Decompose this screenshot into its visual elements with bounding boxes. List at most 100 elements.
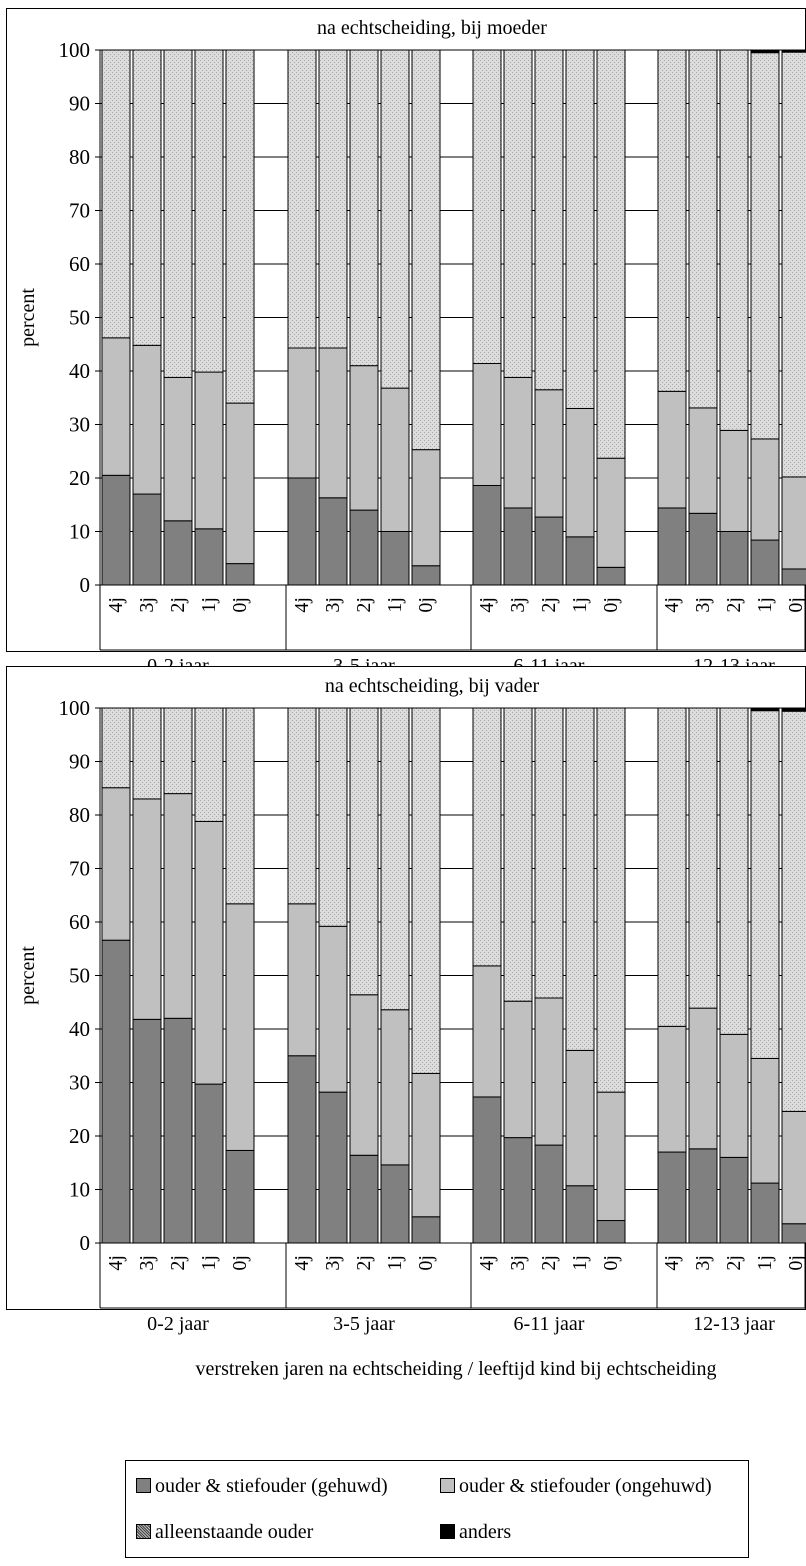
x-tick-label: 3j [136,1255,158,1271]
y-tick-label: 100 [59,38,91,62]
bar-gehuwd [132,493,162,586]
x-tick-label: 4j [105,597,127,613]
bar-alleenstaande [225,49,255,404]
bar-alleenstaande [472,707,502,967]
y-tick-label: 50 [69,964,90,988]
chart-title: na echtscheiding, bij moeder [317,17,547,39]
bar-gehuwd [349,509,379,586]
y-tick-label: 80 [69,145,90,169]
x-tick-label: 1j [569,1255,591,1271]
bar-ongehuwd [781,1110,806,1225]
bar-gehuwd [225,1149,255,1244]
bar-ongehuwd [719,429,749,533]
bar-alleenstaande [750,710,780,1059]
bar-gehuwd [534,1144,564,1244]
bar-gehuwd [411,565,441,586]
x-tick-label: 4j [291,597,313,613]
bar-gehuwd [101,474,131,586]
bar-ongehuwd [657,390,687,509]
legend-label-alleenstaande: alleenstaande ouder [155,1521,314,1543]
legend-item-ongehuwd: ouder & stiefouder (ongehuwd) [440,1475,712,1498]
legend-item-gehuwd: ouder & stiefouder (gehuwd) [136,1475,388,1498]
bar-gehuwd [781,568,806,586]
bar-alleenstaande [287,707,317,905]
bar-gehuwd [750,1182,780,1244]
bar-alleenstaande [380,707,410,1011]
bar-ongehuwd [750,438,780,541]
bar-alleenstaande [781,51,806,478]
bar-gehuwd [565,536,595,586]
bar-ongehuwd [163,376,193,522]
legend-item-alleenstaande: alleenstaande ouder [136,1521,313,1544]
legend-swatch-ongehuwd [440,1478,455,1493]
bar-alleenstaande [688,49,718,409]
x-tick-label: 2j [353,597,375,613]
y-tick-label: 0 [80,1231,91,1255]
bar-alleenstaande [534,707,564,999]
bar-alleenstaande [132,49,162,346]
x-tick-label: 0j [785,597,806,613]
bar-ongehuwd [194,820,224,1085]
bar-ongehuwd [132,344,162,495]
x-tick-label: 3j [136,597,158,613]
x-tick-label: 1j [198,1255,220,1271]
bar-alleenstaande [194,49,224,373]
bar-ongehuwd [688,407,718,514]
x-tick-label: 1j [754,1255,776,1271]
bar-gehuwd [225,563,255,586]
bar-anders [750,49,780,54]
bar-alleenstaande [657,707,687,1027]
bar-ongehuwd [287,903,317,1057]
bar-ongehuwd [565,407,595,538]
bar-alleenstaande [503,707,533,1002]
legend-label-gehuwd: ouder & stiefouder (gehuwd) [155,1475,388,1497]
bar-alleenstaande [287,49,317,349]
y-tick-label: 80 [69,803,90,827]
y-tick-label: 10 [69,1178,90,1202]
x-tick-label: 3j [507,597,529,613]
bar-ongehuwd [380,387,410,532]
y-tick-label: 0 [80,573,91,597]
bar-gehuwd [287,1055,317,1244]
bar-ongehuwd [318,925,348,1093]
bar-alleenstaande [349,707,379,996]
chart-panel-2: na echtscheiding, bij vader 0 10 20 30 40 50 60… [6,666,806,1380]
bar-gehuwd [194,528,224,586]
y-tick-label: 40 [69,1017,90,1041]
bar-gehuwd [194,1083,224,1244]
bar-ongehuwd [349,994,379,1156]
bar-ongehuwd [225,402,255,565]
bar-gehuwd [596,566,626,586]
legend-label-anders: anders [459,1521,512,1543]
x-tick-label: 2j [723,1255,745,1271]
x-tick-label: 1j [198,597,220,613]
legend-swatch-gehuwd [136,1478,151,1493]
x-tick-label: 0j [229,597,251,613]
y-tick-label: 30 [69,1071,90,1095]
y-tick-label: 40 [69,359,90,383]
x-tick-label: 0j [415,597,437,613]
bar-ongehuwd [596,1091,626,1222]
x-tick-label: 0j [600,597,622,613]
bar-alleenstaande [565,49,595,409]
chart-panel-1: na echtscheiding, bij moeder 0 10 20 30 40 50 6… [6,8,806,722]
bar-gehuwd [657,507,687,586]
x-tick-label: 2j [167,1255,189,1271]
bar-ongehuwd [101,787,131,941]
bar-anders [750,707,780,712]
bar-gehuwd [688,512,718,586]
bar-ongehuwd [101,337,131,476]
x-tick-label: 1j [384,1255,406,1271]
bar-alleenstaande [194,707,224,822]
chart-title: na echtscheiding, bij vader [325,675,540,697]
bar-alleenstaande [163,49,193,378]
bar-alleenstaande [719,49,749,431]
x-tick-label: 0j [229,1255,251,1271]
bar-ongehuwd [750,1057,780,1184]
bar-ongehuwd [194,371,224,530]
bar-gehuwd [657,1151,687,1244]
bar-gehuwd [318,1091,348,1244]
y-tick-label: 60 [69,910,90,934]
bar-gehuwd [503,507,533,586]
bar-alleenstaande [318,49,348,349]
